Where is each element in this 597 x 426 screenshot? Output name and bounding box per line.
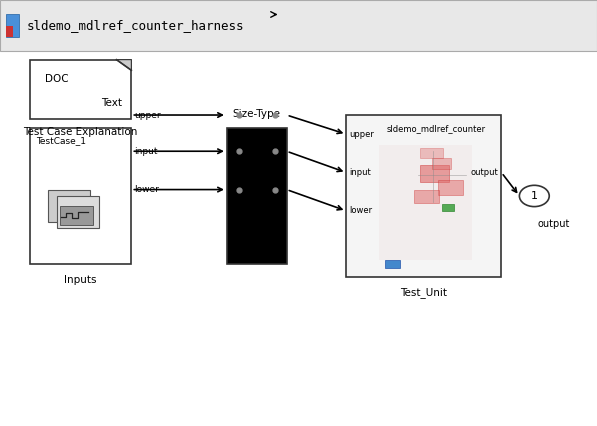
FancyBboxPatch shape [57,196,99,228]
FancyBboxPatch shape [385,260,400,268]
Text: sldemo_mdlref_counter_harness: sldemo_mdlref_counter_harness [27,19,244,32]
Text: Inputs: Inputs [64,275,97,285]
FancyBboxPatch shape [442,204,454,211]
FancyBboxPatch shape [379,145,472,260]
Text: input: input [349,168,371,177]
Text: sldemo_mdlref_counter: sldemo_mdlref_counter [386,124,485,133]
FancyBboxPatch shape [30,128,131,264]
Text: upper: upper [349,130,374,139]
Text: Test Case Explanation: Test Case Explanation [23,127,138,137]
Text: input: input [134,147,158,156]
Text: output: output [471,168,498,177]
FancyBboxPatch shape [420,165,449,182]
FancyBboxPatch shape [6,26,13,37]
FancyBboxPatch shape [60,206,93,225]
Text: upper: upper [134,110,161,120]
FancyBboxPatch shape [414,190,439,203]
FancyBboxPatch shape [346,115,501,277]
FancyBboxPatch shape [0,0,597,51]
Text: lower: lower [349,206,373,216]
Circle shape [519,185,549,207]
FancyBboxPatch shape [432,158,451,169]
FancyBboxPatch shape [420,148,443,158]
FancyBboxPatch shape [48,190,90,222]
Text: Size-Type: Size-Type [233,109,281,119]
Polygon shape [116,60,131,70]
Text: Test_Unit: Test_Unit [401,288,447,299]
FancyBboxPatch shape [6,14,19,37]
Text: 1: 1 [531,191,538,201]
Text: Text: Text [101,98,122,108]
Text: lower: lower [134,185,159,194]
FancyBboxPatch shape [30,60,131,119]
FancyBboxPatch shape [438,180,463,195]
Text: TestCase_1: TestCase_1 [36,136,86,145]
FancyBboxPatch shape [227,128,287,264]
Text: output: output [537,219,570,229]
Text: DOC: DOC [45,74,69,84]
